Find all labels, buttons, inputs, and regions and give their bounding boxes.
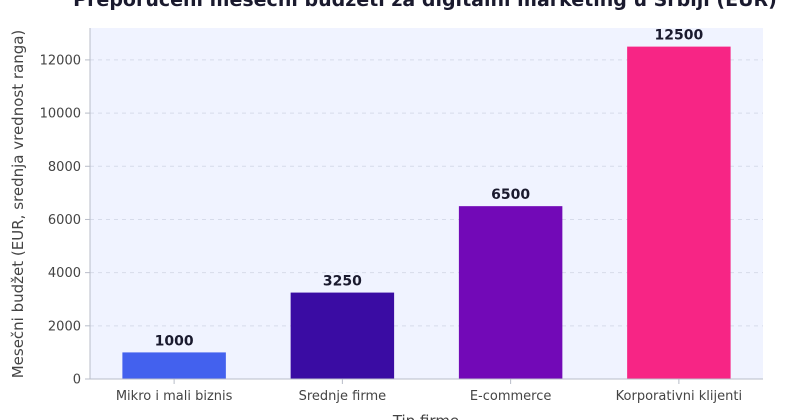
bar	[627, 46, 731, 379]
x-axis-label: Tip firme	[392, 412, 459, 420]
bar	[458, 206, 563, 379]
bar	[122, 352, 226, 379]
y-tick-label: 0	[73, 373, 81, 388]
y-tick-label: 12000	[40, 53, 81, 68]
y-tick-label: 2000	[48, 319, 81, 334]
y-tick-label: 8000	[48, 160, 81, 175]
data-label: 1000	[155, 333, 194, 349]
x-tick-label: Korporativni klijenti	[616, 389, 742, 404]
x-tick-label: E-commerce	[470, 389, 552, 404]
bar	[290, 292, 395, 379]
bars	[122, 46, 731, 379]
x-axis-ticks: Mikro i mali biznis Srednje firme E-commer…	[116, 379, 742, 404]
data-labels: 1000 3250 6500 12500	[155, 28, 704, 350]
x-tick-label: Mikro i mali biznis	[116, 389, 233, 404]
y-axis-label: Mesečni budžet (EUR, srednja vrednost ra…	[9, 30, 27, 379]
data-label: 12500	[655, 28, 704, 44]
x-tick-label: Srednje firme	[299, 389, 387, 404]
y-tick-label: 6000	[48, 213, 81, 228]
y-tick-label: 4000	[48, 266, 81, 281]
y-tick-label: 10000	[40, 107, 81, 122]
data-label: 3250	[323, 274, 362, 290]
y-axis-ticks: 0 2000 4000 6000 8000 10000 12000	[40, 53, 90, 388]
chart-title: Preporučeni mesečni budžeti za digitalni…	[73, 0, 777, 11]
data-label: 6500	[491, 187, 530, 203]
